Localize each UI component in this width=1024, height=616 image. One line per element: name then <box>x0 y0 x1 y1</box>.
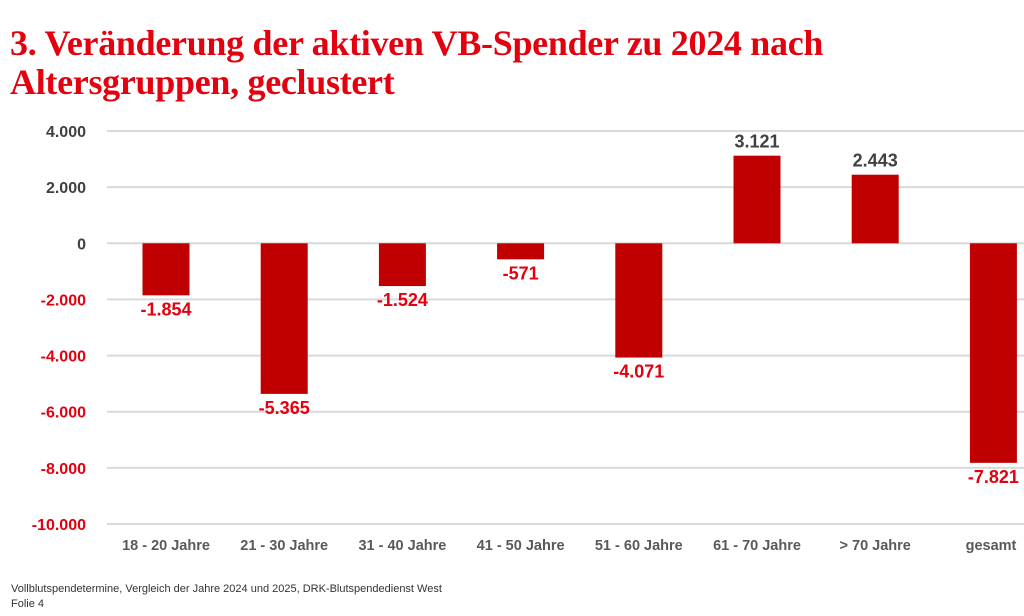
bar <box>851 174 899 244</box>
x-tick-label: 18 - 20 Jahre <box>122 538 210 554</box>
y-tick-label: 0 <box>77 236 86 253</box>
y-tick-label: -6.000 <box>41 405 86 422</box>
data-label: -5.365 <box>259 398 310 418</box>
bar <box>260 243 308 394</box>
data-label: 3.121 <box>734 132 779 152</box>
bar-chart: 4.000 2.000 0 -2.000 -4.000 -6.000 -8.000 -10.0… <box>32 124 1024 554</box>
slide-title: 3. Veränderung der aktiven VB-Spender zu… <box>10 24 1020 102</box>
y-tick-label: -8.000 <box>41 461 86 478</box>
x-tick-label: 51 - 60 Jahre <box>595 538 683 554</box>
data-label: -4.071 <box>613 362 664 382</box>
data-label: -1.854 <box>140 299 191 319</box>
footer: Vollblutspendetermine, Vergleich der Jah… <box>11 582 442 612</box>
y-tick-label: 2.000 <box>46 180 86 197</box>
bar <box>615 243 663 358</box>
data-label: -571 <box>503 263 539 283</box>
bar <box>378 243 426 287</box>
data-label: 2.443 <box>853 151 898 171</box>
x-tick-label: 61 - 70 Jahre <box>713 538 801 554</box>
x-tick-label: > 70 Jahre <box>840 538 911 554</box>
y-tick-label: -4.000 <box>41 349 86 366</box>
y-tick-label: -10.000 <box>32 517 86 534</box>
bar <box>497 243 545 260</box>
y-tick-label: 4.000 <box>46 124 86 141</box>
data-label: -7.821 <box>968 467 1019 487</box>
x-tick-label: 41 - 50 Jahre <box>477 538 565 554</box>
x-tick-label: 31 - 40 Jahre <box>358 538 446 554</box>
y-tick-label: -2.000 <box>41 292 86 309</box>
bar <box>733 155 781 244</box>
x-tick-label: 21 - 30 Jahre <box>240 538 328 554</box>
footer-slide-number: Folie 4 <box>11 598 45 610</box>
x-tick-label: gesamt <box>966 538 1017 554</box>
footer-source: Vollblutspendetermine, Vergleich der Jah… <box>11 583 442 595</box>
title-line-2: Altersgruppen, geclustert <box>10 62 395 102</box>
data-label: -1.524 <box>377 290 428 310</box>
bar <box>969 243 1017 463</box>
bar <box>142 243 190 296</box>
title-line-1: 3. Veränderung der aktiven VB-Spender zu… <box>10 23 824 63</box>
